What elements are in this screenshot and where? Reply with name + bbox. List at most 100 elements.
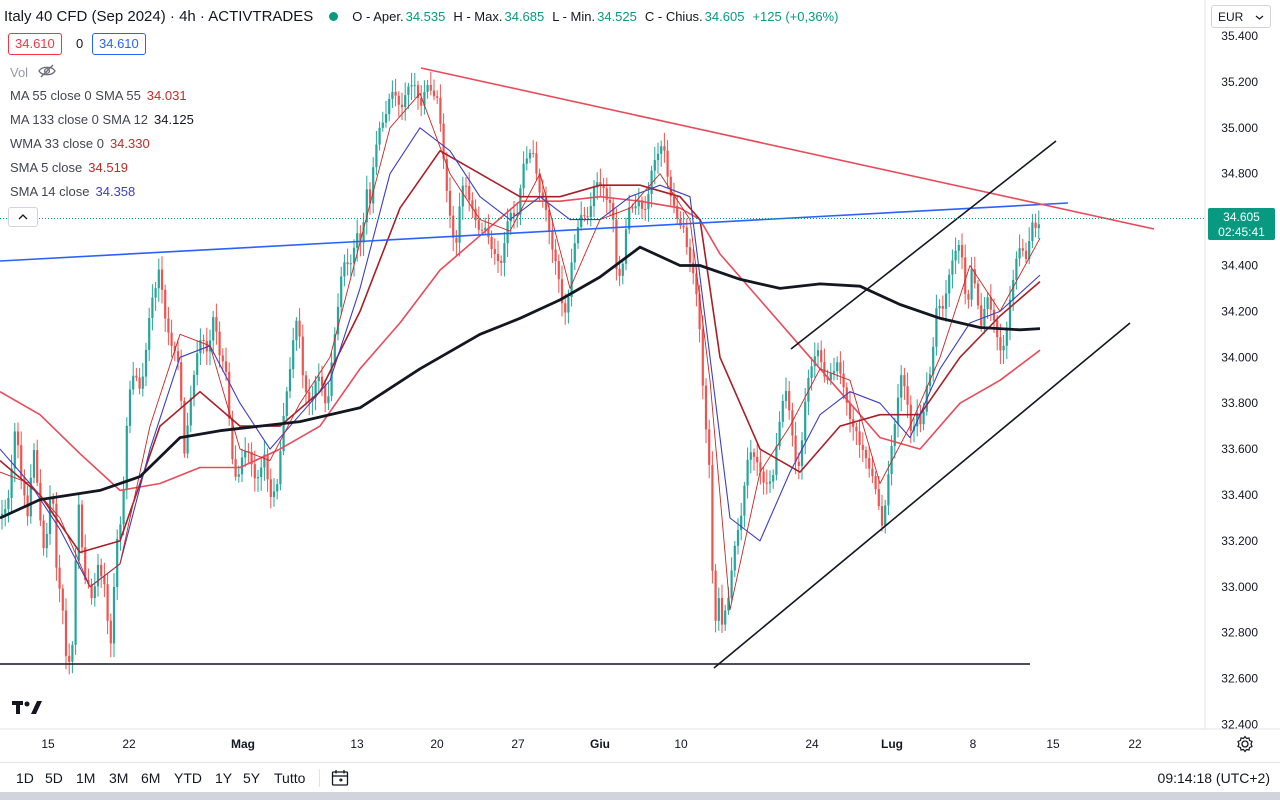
buy-price-button[interactable]: 34.610	[92, 33, 146, 55]
candle-body	[951, 260, 954, 275]
candle-body	[391, 91, 394, 99]
candle-body	[112, 586, 116, 644]
candle-body	[868, 458, 871, 469]
high-value: 34.685	[504, 8, 545, 24]
candle-body	[36, 450, 39, 483]
candle-body	[880, 506, 884, 526]
range-button-3m[interactable]: 3M	[109, 770, 129, 786]
candle-body	[256, 477, 260, 479]
candle-body	[378, 127, 381, 145]
candle-body	[944, 293, 948, 309]
candle-body	[372, 167, 375, 204]
time-tick-label: 20	[430, 737, 444, 751]
candle-body	[93, 586, 96, 599]
candle-body	[39, 482, 42, 521]
candle-body	[839, 362, 842, 374]
candle-body	[432, 90, 436, 97]
candle-body	[624, 229, 628, 264]
open-value: 34.535	[405, 8, 446, 24]
candle-body	[352, 247, 356, 264]
range-button-1d[interactable]: 1D	[16, 770, 34, 786]
candle-body	[164, 289, 167, 319]
candle-body	[551, 231, 554, 250]
red-resistance-line[interactable]	[420, 67, 1155, 230]
volume-label: Vol	[10, 65, 29, 80]
candle-body	[64, 610, 68, 656]
candle-body	[445, 159, 448, 191]
candle-body	[666, 150, 669, 177]
candle-body	[426, 84, 429, 92]
candle-body	[788, 391, 791, 411]
collapse-legend-button[interactable]	[8, 207, 38, 227]
candle-body	[599, 182, 602, 185]
candle-body	[685, 227, 688, 248]
indicator-4[interactable]: SMA 14 close 34.358	[10, 184, 135, 199]
indicator-0[interactable]: MA 55 close 0 SMA 55 34.031	[10, 88, 187, 103]
candle-body	[711, 464, 714, 571]
range-button-5d[interactable]: 5D	[45, 770, 63, 786]
candle-body	[749, 452, 752, 460]
chevron-down-icon	[1255, 15, 1264, 20]
candle-body	[759, 462, 762, 472]
range-button-ytd[interactable]: YTD	[174, 770, 202, 786]
candle-body	[448, 190, 452, 216]
indicator-value: 34.519	[88, 160, 129, 175]
sell-price-button[interactable]: 34.610	[8, 33, 62, 55]
tradingview-logo-icon[interactable]	[12, 698, 44, 718]
price-tick-label: 32.800	[1221, 626, 1258, 640]
candle-body	[474, 208, 477, 221]
date-range-icon[interactable]	[331, 769, 349, 787]
indicator-2[interactable]: WMA 33 close 0 34.330	[10, 136, 150, 151]
candle-body	[544, 197, 548, 210]
indicator-1[interactable]: MA 133 close 0 SMA 12 34.125	[10, 112, 194, 127]
range-button-1m[interactable]: 1M	[76, 770, 96, 786]
candle-body	[948, 274, 951, 294]
candle-body	[10, 468, 13, 498]
candle-body	[173, 345, 176, 352]
indicator-label: MA 133 close 0 SMA 12	[10, 112, 149, 127]
time-tick-label: Mag	[231, 737, 255, 751]
eye-off-icon[interactable]	[38, 64, 56, 81]
timezone-clock[interactable]: 09:14:18 (UTC+2)	[1157, 770, 1270, 786]
candle-body	[237, 474, 240, 477]
candle-body	[103, 576, 106, 585]
candle-body	[650, 170, 653, 194]
candle-body	[320, 376, 324, 386]
indicator-3[interactable]: SMA 5 close 34.519	[10, 160, 128, 175]
candle-body	[96, 564, 100, 587]
range-button-tutto[interactable]: Tutto	[274, 770, 306, 786]
volume-indicator[interactable]: Vol	[10, 64, 56, 81]
candle-body	[132, 375, 135, 390]
currency-select[interactable]: EUR	[1211, 5, 1271, 28]
gear-icon[interactable]	[1236, 735, 1254, 753]
candle-body	[500, 260, 503, 263]
range-button-5y[interactable]: 5Y	[243, 770, 261, 786]
close-value: 34.605	[704, 8, 745, 24]
candle-body	[29, 477, 32, 517]
blue-trendline[interactable]	[0, 202, 1069, 262]
range-button-6m[interactable]: 6M	[141, 770, 161, 786]
indicator-label: SMA 5 close	[10, 160, 83, 175]
candle-body	[570, 262, 573, 298]
candle-body	[77, 504, 80, 561]
candle-body	[205, 340, 208, 352]
price-tick-label: 35.200	[1221, 75, 1258, 89]
candle-body	[183, 400, 186, 454]
candle-body	[55, 503, 58, 568]
candle-body	[458, 206, 461, 243]
candles	[0, 71, 1040, 675]
channel-lower-line[interactable]	[713, 322, 1131, 669]
candle-body	[4, 509, 7, 514]
range-button-1y[interactable]: 1Y	[215, 770, 233, 786]
chevron-up-icon	[18, 214, 28, 220]
candle-body	[176, 351, 180, 363]
candle-body	[964, 257, 967, 294]
channel-upper-line[interactable]	[790, 140, 1057, 350]
candle-body	[1024, 250, 1028, 260]
candle-body	[986, 297, 989, 310]
candle-body	[141, 376, 144, 389]
symbol-title[interactable]: Italy 40 CFD (Sep 2024) · 4h · ACTIVTRAD…	[4, 7, 314, 25]
candle-body	[442, 123, 445, 160]
candle-body	[586, 216, 589, 218]
